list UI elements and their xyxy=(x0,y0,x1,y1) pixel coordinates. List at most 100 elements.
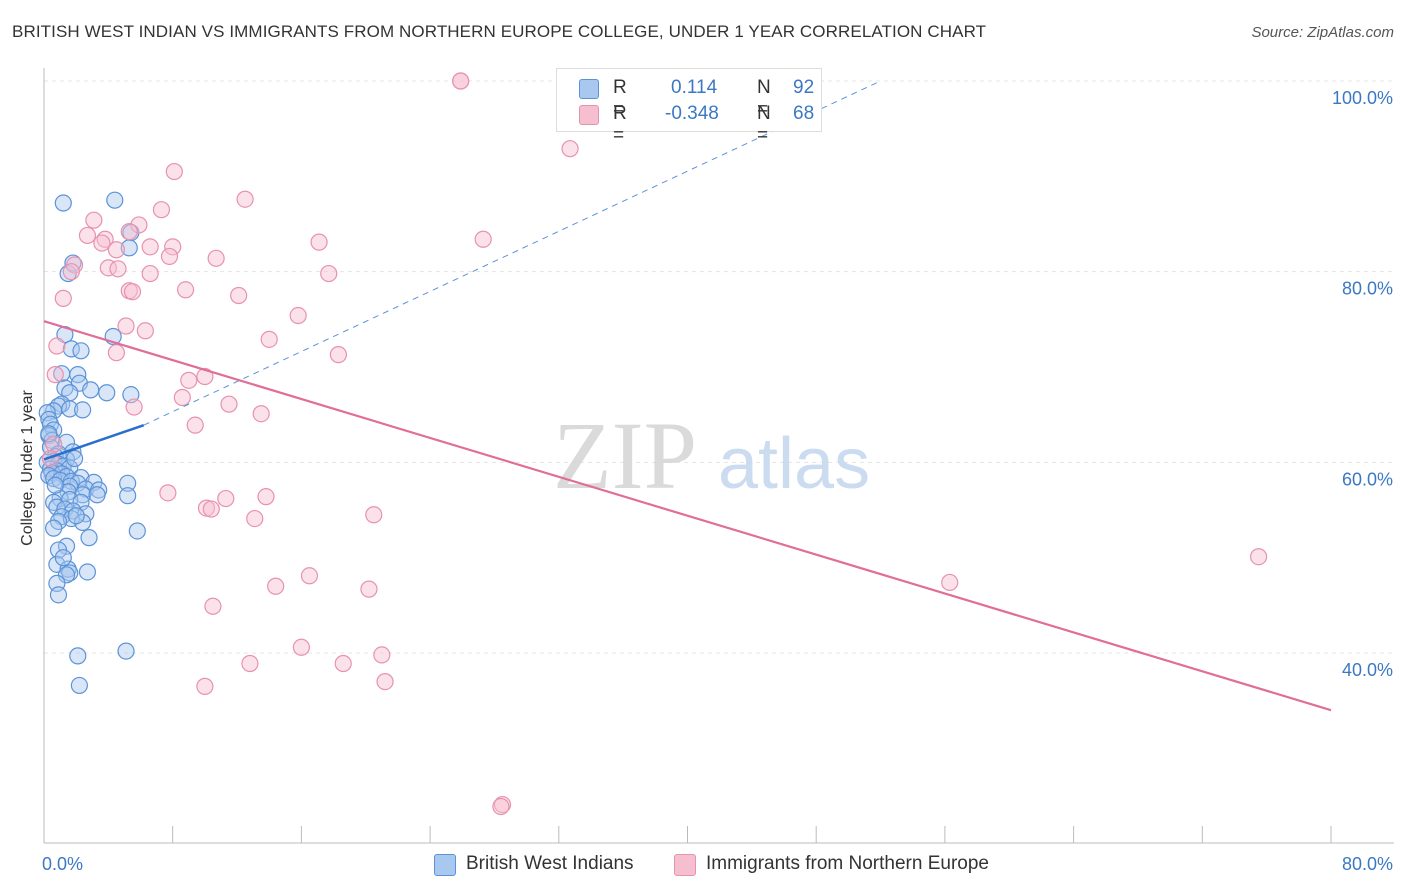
data-point xyxy=(360,580,378,598)
data-point xyxy=(67,507,85,525)
watermark-atlas: atlas xyxy=(718,424,870,504)
data-point xyxy=(561,140,579,158)
legend-label: British West Indians xyxy=(466,853,634,874)
data-point xyxy=(186,416,204,434)
data-point xyxy=(376,672,394,691)
n-label: N = xyxy=(757,77,771,120)
trend-line-blue-extension xyxy=(143,80,881,426)
data-point xyxy=(119,474,137,492)
data-point xyxy=(72,342,90,360)
data-point xyxy=(45,402,63,420)
data-point xyxy=(123,283,142,301)
data-point xyxy=(1250,548,1268,566)
data-point xyxy=(173,388,191,407)
data-point xyxy=(80,529,98,547)
data-point xyxy=(46,476,64,494)
y-tick-label: 60.0% xyxy=(1342,469,1393,489)
series-legend: British West Indians Immigrants from Nor… xyxy=(0,852,1406,878)
trend-line-blue xyxy=(43,423,145,461)
data-point xyxy=(88,486,106,504)
data-point xyxy=(180,371,198,389)
data-point xyxy=(49,586,68,604)
data-point xyxy=(292,638,310,656)
x-tick-label: 0.0% xyxy=(42,854,83,874)
y-tick-label: 40.0% xyxy=(1342,660,1393,680)
data-point xyxy=(474,230,492,248)
data-point xyxy=(365,506,383,524)
data-point xyxy=(204,597,222,615)
data-point xyxy=(54,194,72,212)
n-value: 68 xyxy=(793,103,815,124)
data-point xyxy=(54,289,72,307)
data-point xyxy=(117,642,135,660)
data-point xyxy=(78,563,97,581)
data-point xyxy=(62,509,80,528)
data-point xyxy=(48,337,66,355)
data-point xyxy=(267,577,285,595)
legend-swatch-pink xyxy=(579,105,599,125)
data-point xyxy=(107,344,125,362)
x-tick-labels: 0.0% 80.0% xyxy=(42,854,1393,874)
data-point xyxy=(141,238,159,256)
legend-swatch-blue xyxy=(579,79,599,99)
data-point xyxy=(241,654,259,673)
data-point xyxy=(196,677,214,695)
data-point xyxy=(54,549,72,567)
data-point xyxy=(252,405,270,423)
y-tick-label: 80.0% xyxy=(1342,279,1393,299)
data-point xyxy=(196,367,214,386)
data-point xyxy=(207,249,225,267)
data-point xyxy=(334,654,352,673)
data-point xyxy=(82,381,100,399)
data-point xyxy=(159,484,177,502)
data-point xyxy=(56,379,74,397)
x-tick-label: 80.0% xyxy=(1342,854,1393,874)
data-point xyxy=(257,488,275,506)
data-point xyxy=(373,646,391,664)
data-point xyxy=(62,263,80,281)
data-point xyxy=(74,513,92,531)
data-point xyxy=(65,449,84,468)
grid-lines xyxy=(44,80,1394,654)
data-point xyxy=(217,489,235,508)
data-point xyxy=(452,72,470,90)
data-point xyxy=(78,226,97,245)
data-point xyxy=(93,234,111,252)
data-point xyxy=(176,281,195,299)
data-point xyxy=(202,500,220,518)
data-point xyxy=(246,509,264,528)
data-point xyxy=(165,162,183,181)
data-point xyxy=(220,395,238,413)
data-point xyxy=(329,346,348,364)
data-point xyxy=(85,211,103,229)
data-point xyxy=(69,647,87,665)
correlation-legend: R = 0.114 N = 92 R = -0.348 N = 68 xyxy=(556,68,822,146)
data-point xyxy=(70,676,88,695)
data-point xyxy=(130,216,148,234)
data-point xyxy=(128,522,146,540)
data-point xyxy=(48,555,66,573)
r-value: 0.114 xyxy=(671,77,718,98)
data-point xyxy=(109,260,127,278)
data-point xyxy=(236,190,254,208)
y-axis-label: College, Under 1 year xyxy=(19,390,36,546)
data-point xyxy=(45,435,63,453)
data-point xyxy=(98,384,116,402)
data-point xyxy=(46,366,64,384)
data-point xyxy=(164,238,182,256)
legend-swatch-pink xyxy=(674,854,696,876)
data-point xyxy=(160,247,179,266)
legend-label: Immigrants from Northern Europe xyxy=(706,853,989,874)
r-label: R = xyxy=(613,103,627,146)
trend-line-pink xyxy=(43,320,1332,712)
data-point xyxy=(260,330,278,348)
data-point xyxy=(120,223,138,241)
y-tick-labels: 40.0% 60.0% 80.0% 100.0% xyxy=(1332,88,1393,680)
legend-swatch-blue xyxy=(434,854,456,876)
data-point xyxy=(310,233,328,251)
watermark-zip: ZIP xyxy=(553,402,697,509)
data-point xyxy=(45,519,63,537)
data-point xyxy=(152,201,171,219)
data-point xyxy=(136,322,154,340)
